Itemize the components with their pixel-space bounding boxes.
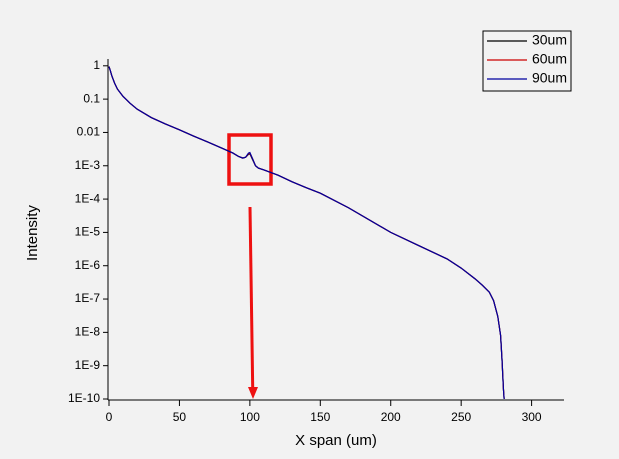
y-axis-title: Intensity — [24, 205, 41, 261]
x-tick-label: 100 — [240, 410, 260, 424]
y-tick-label: 1E-9 — [75, 358, 101, 372]
highlight-box — [227, 133, 273, 186]
y-tick-label: 1 — [93, 58, 100, 72]
y-tick-label: 1E-5 — [75, 225, 101, 239]
y-tick-label: 1E-3 — [75, 158, 101, 172]
x-tick-label: 200 — [381, 410, 401, 424]
x-tick-label: 150 — [310, 410, 330, 424]
y-tick-label: 1E-4 — [75, 191, 101, 205]
x-tick-label: 300 — [522, 410, 542, 424]
y-tick-label: 1E-7 — [75, 291, 101, 305]
x-tick-label: 250 — [451, 410, 471, 424]
y-tick-label: 1E-8 — [75, 325, 101, 339]
y-tick-label: 1E-6 — [75, 258, 101, 272]
x-axis-title: X span (um) — [295, 432, 377, 449]
x-tick-label: 50 — [173, 410, 187, 424]
arrow-head — [248, 387, 258, 399]
data-line — [108, 66, 505, 400]
y-tick-label: 0.01 — [77, 125, 101, 139]
legend-label: 30um — [532, 32, 567, 48]
y-tick-label: 0.1 — [83, 91, 100, 105]
legend-label: 60um — [532, 51, 567, 67]
x-tick-label: 0 — [106, 410, 113, 424]
data-line — [108, 66, 505, 400]
data-line — [108, 66, 505, 400]
legend-label: 90um — [532, 70, 567, 86]
y-tick-label: 1E-10 — [68, 391, 100, 405]
arrow-shaft — [248, 206, 255, 389]
